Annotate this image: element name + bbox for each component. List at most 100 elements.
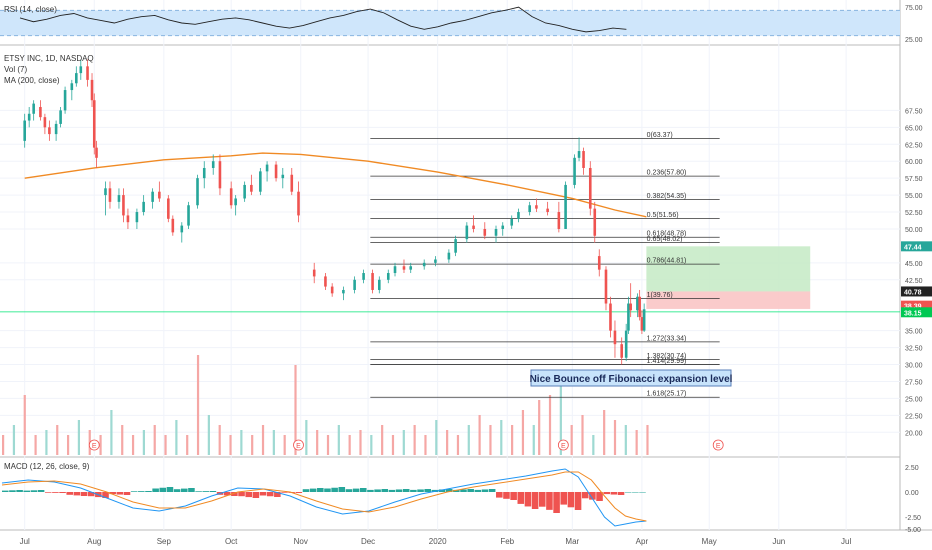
time-axis-label: Jul [841, 537, 851, 546]
volume-bar [613, 420, 617, 455]
macd-histogram-bar [374, 489, 381, 492]
candle-body [259, 171, 262, 192]
macd-histogram-bar [138, 491, 145, 492]
macd-histogram-bar [166, 487, 174, 492]
candle-body [577, 151, 581, 158]
candle-body [142, 201, 145, 213]
macd-histogram-bar [266, 492, 274, 497]
macd-histogram-bar [474, 489, 482, 492]
candle-body [63, 90, 67, 111]
candle-body [265, 164, 269, 172]
candle-body [135, 212, 139, 223]
candle-body [454, 239, 457, 253]
volume-bar [196, 355, 200, 455]
earnings-icon-label: E [561, 443, 566, 450]
volume-bar [229, 435, 232, 455]
price-tick-label: 60.00 [905, 159, 923, 166]
macd-histogram-bar [338, 487, 346, 492]
target-zone [646, 246, 811, 292]
price-tag-label: 38.15 [904, 310, 922, 317]
macd-histogram-bar [209, 491, 217, 492]
time-axis[interactable]: Jul Aug Sep Oct Nov Dec 2020 Feb Mar Apr May Jun Jul [20, 537, 852, 546]
price-tag [901, 307, 932, 318]
price-tick-label: 65.00 [905, 125, 923, 132]
macd-histogram-bar [324, 488, 331, 492]
time-axis-label: Sep [157, 537, 172, 546]
candle-body [211, 161, 215, 168]
volume-bar [456, 435, 460, 455]
volume-bar [478, 415, 481, 455]
fibonacci-retracement[interactable]: 0(63.37) 0.236(57.80) 0.382(54.35) 0.5(51.5… [370, 132, 720, 398]
macd-histogram-bar [317, 488, 324, 492]
price-tag [901, 241, 932, 252]
time-axis-label: Jul [20, 537, 30, 546]
time-axis-label: Feb [500, 537, 514, 546]
price-tick-label: 62.50 [905, 142, 923, 149]
volume-bar [34, 435, 37, 455]
fib-level-label: 1.618(25.17) [647, 391, 687, 398]
macd-histogram-bar [481, 489, 489, 492]
time-axis-label: Mar [565, 537, 579, 546]
volume-bar [381, 425, 384, 455]
time-axis-label: Oct [225, 537, 238, 546]
candle-body [32, 103, 35, 114]
candle-body [434, 259, 437, 263]
volume-bar [186, 435, 189, 455]
candle-body [620, 344, 623, 358]
price-tick-label: 52.50 [905, 210, 923, 217]
earnings-icon-label: E [716, 443, 721, 450]
macd-histogram-bar [130, 491, 138, 492]
candle-body [312, 269, 316, 277]
time-axis-label: Jun [772, 537, 785, 546]
candle-body [274, 164, 278, 179]
candle-body [167, 198, 170, 219]
candle-body [180, 225, 184, 233]
price-tick-label: 20.00 [905, 430, 923, 437]
macd-pane[interactable]: 2.50 0.00 -2.50 -5.00 MACD (12, 26, close, … [1, 462, 921, 534]
volume-bar [592, 435, 595, 455]
rsi-pane[interactable]: RSI (14, close) 75.00 25.00 [0, 5, 923, 44]
candle-body [187, 205, 190, 226]
candle-body [362, 273, 365, 280]
fib-level-label: 1(39.76) [647, 292, 673, 299]
volume-bar [646, 425, 649, 455]
price-tick-label: 42.50 [905, 278, 923, 285]
volume-bar [532, 425, 535, 455]
price-pane[interactable]: 0(63.37) 0.236(57.80) 0.382(54.35) 0.5(51.5… [0, 54, 932, 455]
macd-histogram-bar [195, 491, 202, 492]
candle-body [229, 188, 233, 206]
candle-body [126, 215, 130, 223]
macd-histogram-bar [87, 492, 95, 497]
candle-body [202, 167, 206, 179]
volume-bar [467, 425, 470, 455]
candle-body [393, 266, 397, 274]
price-tick-label: 22.50 [905, 413, 923, 420]
long-position-tool[interactable] [646, 246, 811, 309]
candle-body [151, 191, 154, 202]
candle-body [95, 147, 98, 158]
macd-histogram-bar [632, 492, 639, 493]
macd-pane-label: MACD (12, 26, close, 9) [4, 462, 90, 471]
candle-body [39, 106, 42, 118]
volume-bar [500, 420, 503, 455]
macd-histogram-bar [9, 490, 16, 492]
macd-histogram-bar [603, 492, 610, 495]
price-tick-label: 25.00 [905, 396, 923, 403]
macd-histogram-bar [488, 489, 496, 492]
macd-tick-label: -2.50 [905, 515, 921, 522]
candle-body [640, 317, 644, 331]
macd-histogram-bar [460, 489, 467, 492]
candle-body [624, 330, 628, 358]
candle-body [122, 195, 125, 216]
annotation-box[interactable] [530, 369, 732, 387]
candle-body [330, 286, 334, 294]
macd-histogram-bar [152, 488, 159, 492]
macd-histogram-bar [453, 489, 460, 492]
volume-bar [635, 430, 638, 455]
candle-body [234, 198, 237, 206]
macd-histogram-bar [610, 492, 618, 495]
candle-body [218, 161, 222, 189]
candlestick-series [23, 59, 646, 365]
macd-histogram-bar [274, 492, 281, 497]
